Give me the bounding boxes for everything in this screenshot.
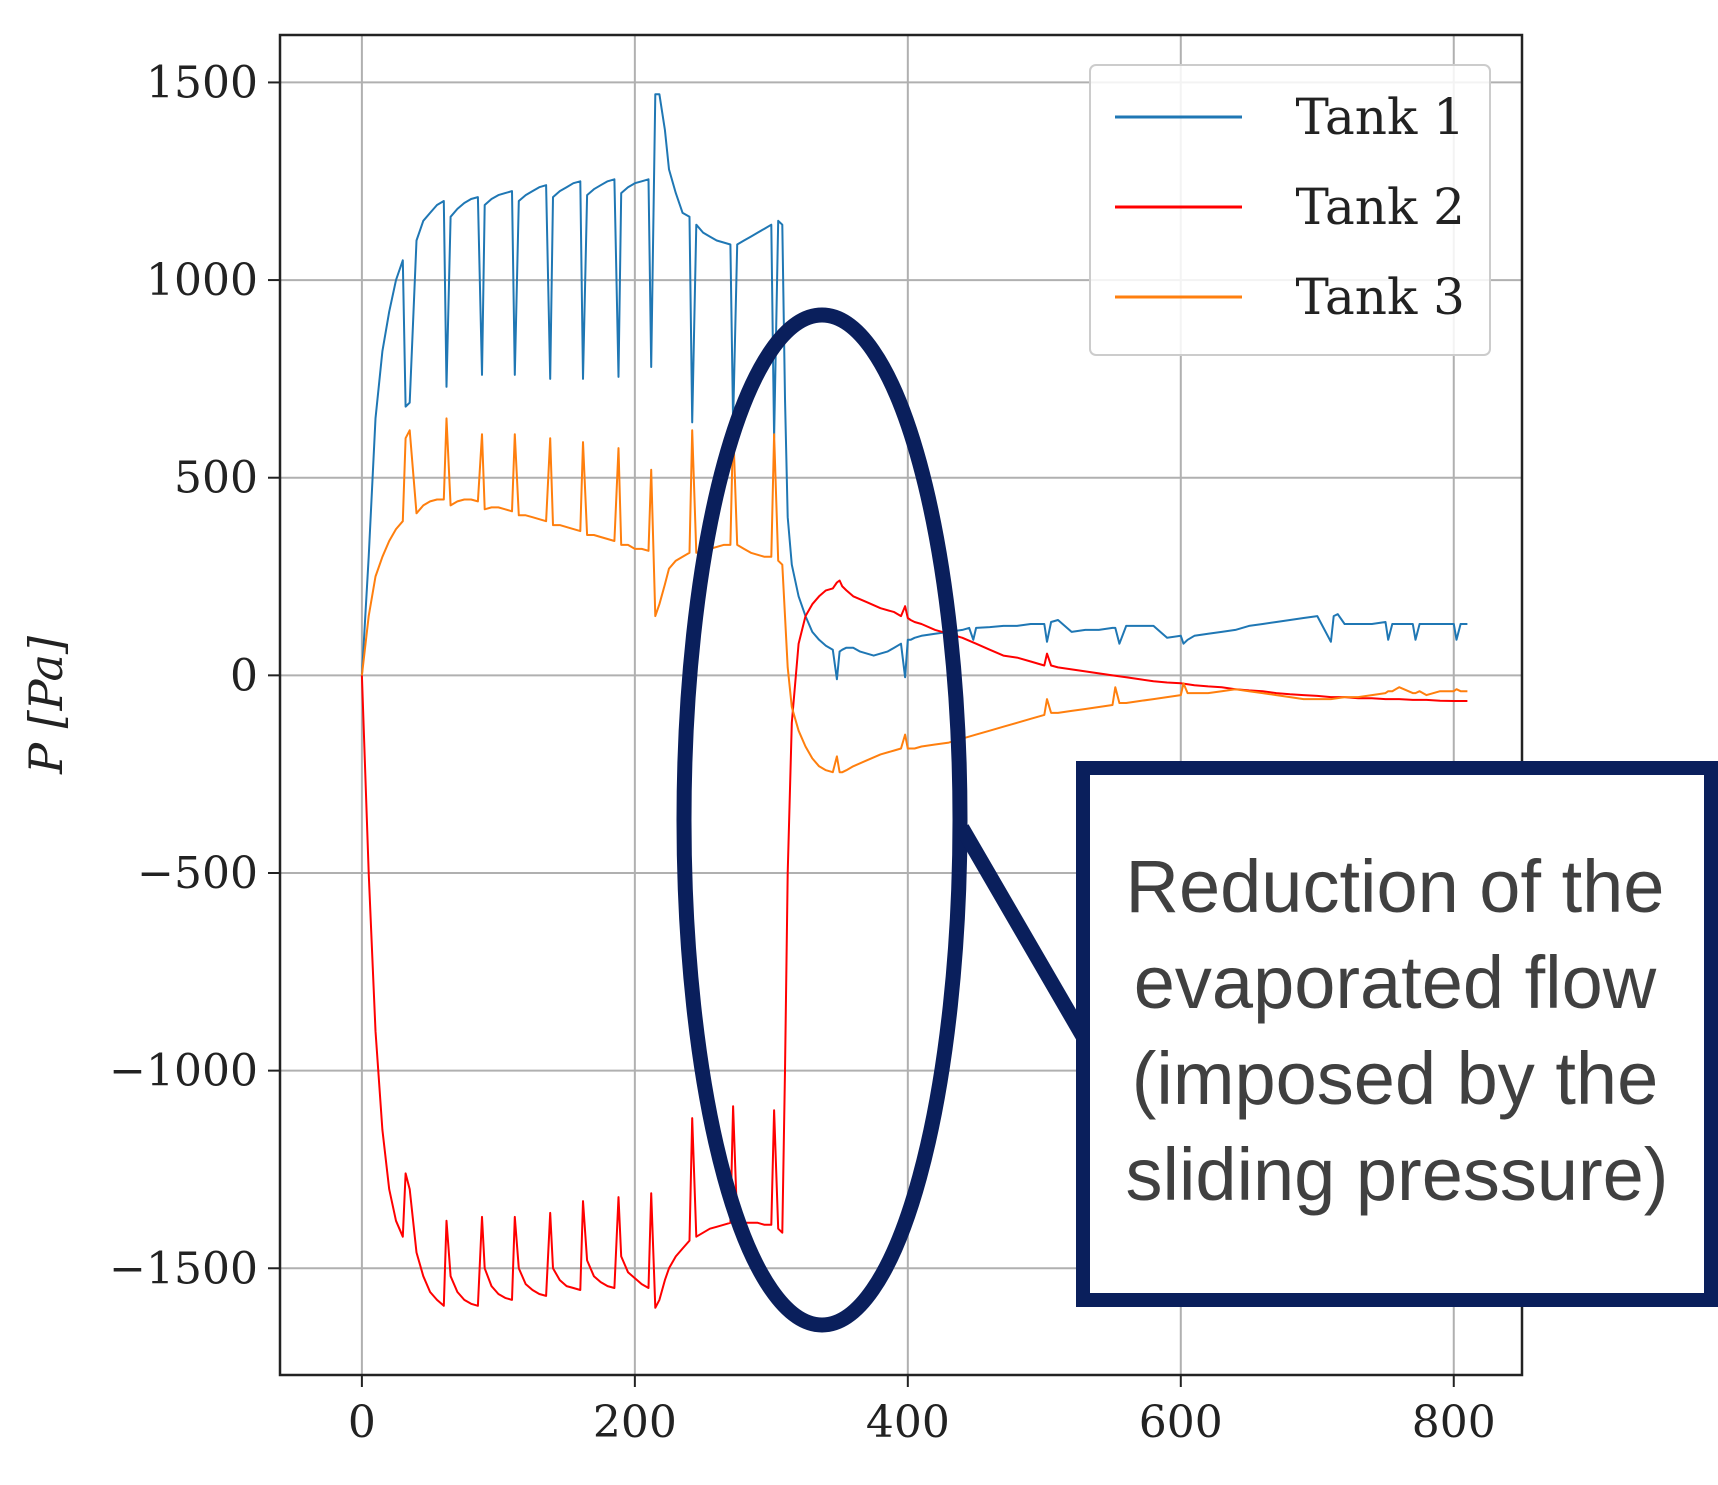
callout-ellipse — [676, 307, 968, 1333]
x-tick-label: 200 — [593, 1397, 677, 1448]
callout-line-3: (imposed by the — [1132, 1037, 1659, 1120]
plot-frame — [278, 33, 1524, 1377]
series-line-tank-1 — [360, 93, 1468, 681]
legend-label: Tank 3 — [1296, 268, 1465, 326]
legend-label: Tank 1 — [1296, 88, 1465, 146]
legend-item-tank-3: Tank 3 — [1115, 268, 1465, 326]
x-tick-label: 800 — [1412, 1397, 1496, 1448]
y-axis-label: P [Pa] — [19, 636, 73, 775]
callout-box — [1076, 761, 1718, 1307]
x-tick-label: 0 — [348, 1397, 376, 1448]
legend-item-tank-2: Tank 2 — [1115, 178, 1465, 236]
legend: Tank 1 Tank 2 Tank 3 — [1089, 64, 1491, 356]
callout: Reduction of the evaporated flow (impose… — [676, 307, 1718, 1333]
y-tick-label: 500 — [174, 453, 258, 504]
legend-box — [1089, 64, 1491, 356]
legend-item-tank-1: Tank 1 — [1115, 88, 1465, 146]
x-tick-label: 600 — [1139, 1397, 1223, 1448]
grid-layer — [280, 35, 1522, 1375]
y-tick-label: 1000 — [146, 255, 258, 306]
y-tick-label: −1000 — [109, 1046, 258, 1097]
callout-line-1: Reduction of the — [1126, 845, 1665, 928]
y-tick-label: −500 — [137, 848, 258, 899]
legend-label: Tank 2 — [1296, 178, 1465, 236]
x-tick-label: 400 — [866, 1397, 950, 1448]
callout-line-2: evaporated flow — [1134, 941, 1657, 1024]
series-line-tank-2 — [360, 579, 1468, 1309]
y-tick-label: 0 — [230, 650, 258, 701]
y-tick-label: −1500 — [109, 1243, 258, 1294]
callout-text: Reduction of the evaporated flow (impose… — [1126, 845, 1669, 1216]
y-tick-label: 1500 — [146, 57, 258, 108]
legend-items: Tank 1 Tank 2 Tank 3 — [1115, 88, 1465, 326]
callout-connector — [955, 824, 1092, 1044]
callout-line-4: sliding pressure) — [1126, 1133, 1669, 1216]
series-line-tank-3 — [360, 417, 1468, 774]
tick-layer: 0 200 400 600 800 −1500 −1000 −500 0 500 1000 1500 — [109, 57, 1496, 1448]
series-layer — [360, 93, 1468, 1309]
